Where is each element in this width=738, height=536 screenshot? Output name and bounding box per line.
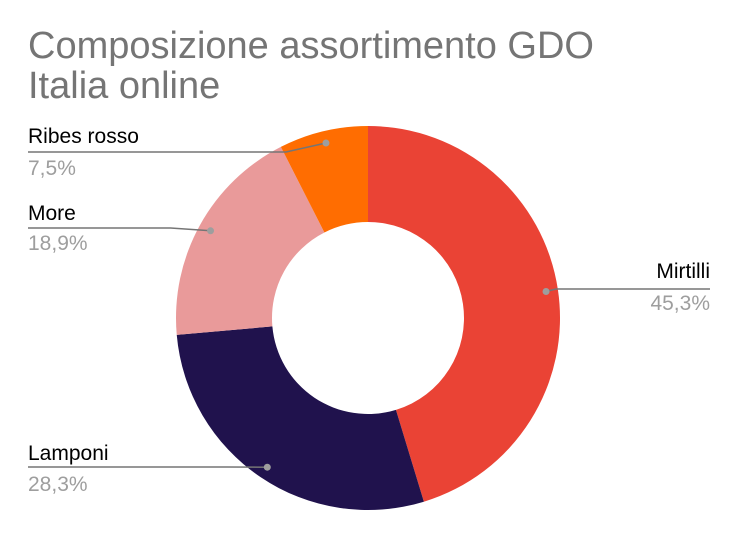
slice-value-label: 45,3% [650,292,710,315]
slice-label: Lamponi [28,442,109,465]
leader-line [28,227,211,232]
leader-dot [263,463,271,471]
slice-more[interactable] [175,146,325,335]
chart-title: Composizione assortimento GDO Italia onl… [28,26,594,106]
leader-line [28,142,327,153]
chart-title-line-2: Italia online [28,65,221,107]
leader-dot [207,227,215,235]
slice-ribes-rosso[interactable] [280,126,368,233]
slice-value-label: 18,9% [28,232,88,255]
slice-label: More [28,202,76,225]
slice-value-label: 7,5% [28,157,76,180]
slice-mirtilli[interactable] [368,126,561,502]
slice-value-label: 28,3% [28,473,88,496]
slice-lamponi[interactable] [176,326,424,510]
chart-title-line-1: Composizione assortimento GDO [28,25,594,67]
leader-dot [542,288,550,296]
slice-label: Ribes rosso [28,125,139,148]
leader-dot [322,139,330,147]
slice-label: Mirtilli [656,260,710,283]
